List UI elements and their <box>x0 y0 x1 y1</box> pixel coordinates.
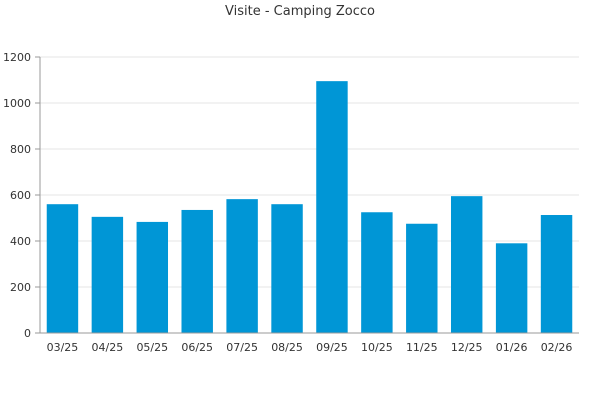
tick-labels: 0 200 400 600 800 1000 1200 03/25 04/25 05/25 06/2… <box>3 51 572 354</box>
bar-03-25[interactable] <box>46 204 79 333</box>
y-tick-label: 200 <box>10 281 31 294</box>
x-tick-label: 12/25 <box>451 341 483 354</box>
bar-10-25[interactable] <box>361 212 393 333</box>
y-tick-label: 800 <box>10 143 31 156</box>
x-tick-label: 07/25 <box>226 341 258 354</box>
x-tick-label: 06/25 <box>181 341 213 354</box>
bar-04-25[interactable] <box>91 216 124 333</box>
bar-06-25[interactable] <box>181 209 213 333</box>
bar-02-26[interactable] <box>540 215 573 333</box>
y-tick-label: 1200 <box>3 51 31 64</box>
bar-08-25[interactable] <box>271 204 303 333</box>
bar-01-26[interactable] <box>495 243 528 333</box>
bar-11-25[interactable] <box>406 223 438 333</box>
axes <box>35 56 579 334</box>
x-tick-label: 04/25 <box>92 341 124 354</box>
chart-title: Visite - Camping Zocco <box>225 4 375 19</box>
x-tick-label: 08/25 <box>271 341 303 354</box>
x-tick-label: 11/25 <box>406 341 438 354</box>
y-tick-label: 1000 <box>3 97 31 110</box>
bar-07-25[interactable] <box>226 199 258 333</box>
bar-09-25[interactable] <box>316 81 348 334</box>
x-tick-label: 09/25 <box>316 341 348 354</box>
y-tick-label: 400 <box>10 235 31 248</box>
x-tick-label: 01/26 <box>496 341 528 354</box>
x-tick-label: 05/25 <box>136 341 168 354</box>
x-tick-label: 03/25 <box>47 341 79 354</box>
x-tick-label: 10/25 <box>361 341 393 354</box>
gridlines <box>40 56 579 288</box>
y-tick-label: 0 <box>24 327 31 340</box>
bars <box>46 81 573 334</box>
bar-12-25[interactable] <box>450 196 483 333</box>
y-tick-label: 600 <box>10 189 31 202</box>
bar-05-25[interactable] <box>136 221 169 333</box>
x-tick-label: 02/26 <box>541 341 573 354</box>
